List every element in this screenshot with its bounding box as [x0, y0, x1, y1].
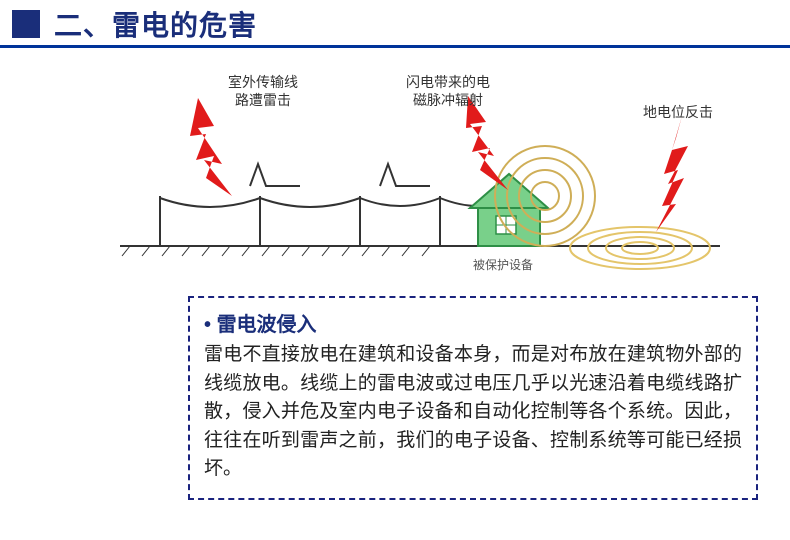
lightning-diagram: 室外传输线路遭雷击 闪电带来的电磁脉冲辐射 地电位反击 被保护设备	[0, 56, 790, 286]
lightning-bolt-icon	[190, 98, 232, 196]
callout-title-text: 雷电波侵入	[217, 314, 317, 336]
lightning-bolt-icon	[466, 96, 508, 190]
callout-title: • 雷电波侵入	[204, 308, 742, 337]
callout-body: 雷电不直接放电在建筑和设备本身，而是对布放在建筑物外部的线缆放电。线缆上的雷电波…	[204, 341, 742, 484]
info-callout-box: • 雷电波侵入 雷电不直接放电在建筑和设备本身，而是对布放在建筑物外部的线缆放电…	[188, 296, 758, 500]
label-gpr: 地电位反击	[628, 104, 728, 122]
label-emp: 闪电带来的电磁脉冲辐射	[388, 74, 508, 109]
header-rule	[0, 45, 790, 48]
header-accent-block	[12, 10, 40, 38]
slide-header: 二、雷电的危害	[0, 0, 790, 48]
lightning-bolt-icon	[656, 116, 688, 232]
slide-title: 二、雷电的危害	[54, 4, 257, 44]
label-line-strike: 室外传输线路遭雷击	[208, 74, 318, 109]
ground-wave-icon	[570, 227, 710, 269]
label-protected-device: 被保护设备	[458, 258, 548, 273]
